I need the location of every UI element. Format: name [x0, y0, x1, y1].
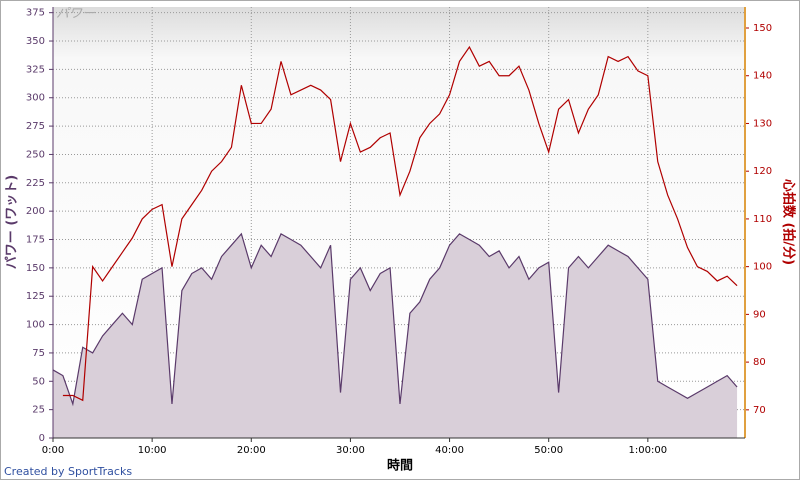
- y2-tick-label: 90: [753, 309, 766, 320]
- y-tick-label: 100: [26, 320, 45, 331]
- y2-axis-title: 心拍数 (拍/分): [781, 179, 797, 265]
- y-tick-label: 225: [26, 178, 45, 189]
- y-tick-label: 300: [26, 93, 45, 104]
- y2-tick-label: 130: [753, 118, 772, 129]
- y-tick-label: 250: [26, 149, 45, 160]
- y-tick-label: 175: [26, 235, 45, 246]
- x-tick-label: 50:00: [534, 445, 563, 456]
- x-tick-label: 20:00: [237, 445, 266, 456]
- y-tick-label: 50: [32, 376, 45, 387]
- y-tick-label: 75: [32, 348, 45, 359]
- y-tick-label: 375: [26, 8, 45, 19]
- y-tick-label: 325: [26, 64, 45, 75]
- x-tick-label: 0:00: [42, 445, 64, 456]
- y-tick-label: 200: [26, 206, 45, 217]
- x-tick-label: 40:00: [435, 445, 464, 456]
- y2-tick-label: 70: [753, 405, 766, 416]
- series-line: [52, 232, 738, 407]
- series-line: [62, 45, 738, 402]
- y-tick-label: 0: [39, 433, 45, 444]
- chart-title: パワー: [56, 7, 96, 22]
- y2-tick-label: 110: [753, 214, 772, 225]
- y2-tick-label: 80: [753, 357, 766, 368]
- y2-tick-label: 140: [753, 71, 772, 82]
- y-axis-title: パワー (ワット): [5, 175, 20, 269]
- x-axis-title: 時間: [387, 458, 413, 474]
- x-tick-label: 10:00: [138, 445, 167, 456]
- y-tick-label: 275: [26, 121, 45, 132]
- y-tick-label: 350: [26, 36, 45, 47]
- footer: Created by SportTracks: [4, 465, 132, 478]
- x-tick-label: 30:00: [336, 445, 365, 456]
- y-tick-label: 150: [26, 263, 45, 274]
- y-tick-label: 25: [32, 405, 45, 416]
- y2-tick-label: 150: [753, 23, 772, 34]
- y2-tick-label: 100: [753, 262, 772, 273]
- x-tick-label: 1:00:00: [629, 445, 668, 456]
- y-tick-label: 125: [26, 291, 45, 302]
- power-area: [53, 233, 738, 438]
- y2-tick-label: 120: [753, 166, 772, 177]
